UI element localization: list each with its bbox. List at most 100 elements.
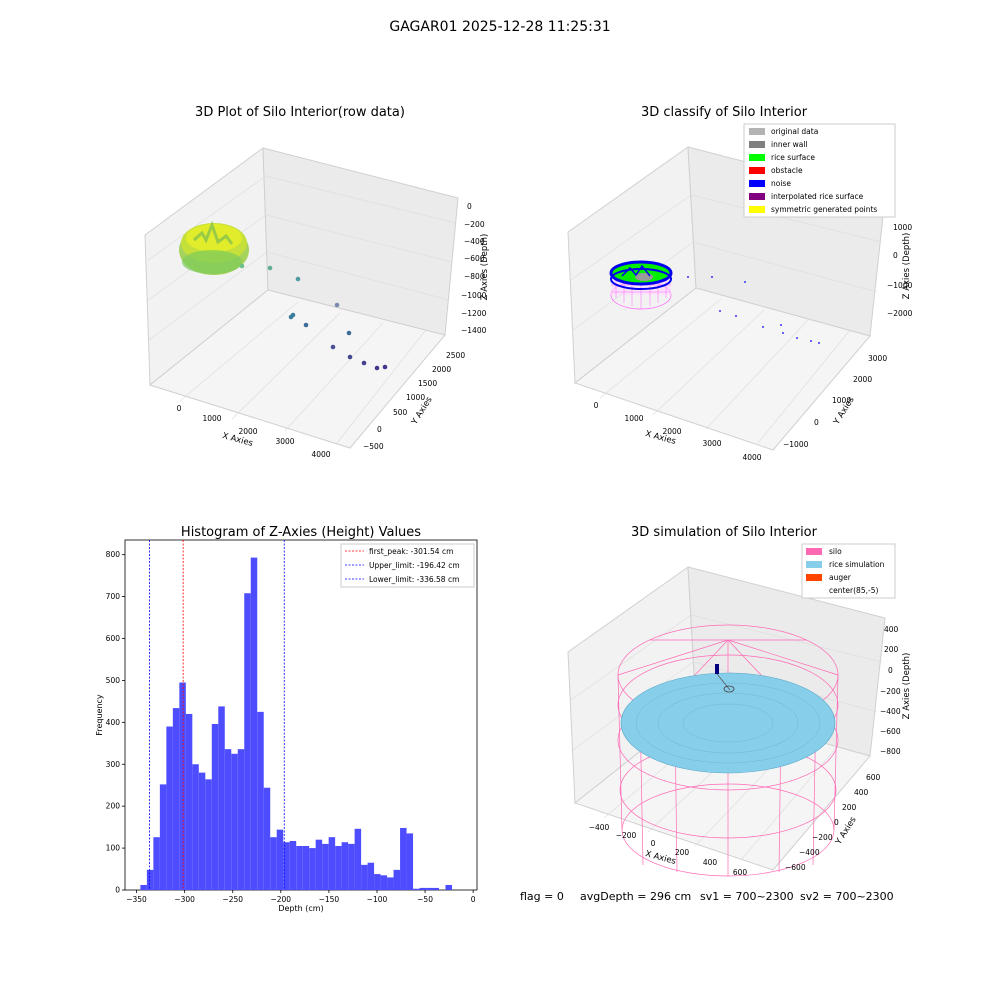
p4-xtick: 400 — [703, 858, 718, 867]
p2-legend-entry: symmetric generated points — [749, 205, 877, 214]
hist-bar — [224, 749, 232, 890]
p4-zlabel: Z Axies (Depth) — [902, 653, 912, 720]
p2-legend-entry: obstacle — [749, 166, 803, 175]
p1-ztick: −1400 — [461, 326, 487, 335]
footer-flag: flag = 0 — [520, 890, 564, 903]
p1-ztick: −800 — [464, 272, 485, 281]
hist-bar — [380, 875, 388, 890]
hist-bar — [413, 888, 420, 890]
p4-ztick: 0 — [888, 666, 893, 675]
p4-ytick: 0 — [834, 818, 839, 827]
p4-ytick: 400 — [854, 788, 869, 797]
hist-xtick-label: −150 — [319, 895, 340, 904]
panel2-silo — [609, 260, 673, 310]
panel1-rice-blob — [179, 220, 249, 275]
panel1-x-ticks: 0 1000 2000 3000 4000 — [177, 404, 331, 459]
panel-classify-3d: 3D classify of Silo Interior — [567, 105, 913, 462]
hist-bar — [192, 764, 199, 890]
hist-bar — [406, 833, 414, 890]
hist-bar — [361, 864, 368, 890]
p4-ztick: −600 — [880, 727, 901, 736]
p1-ytick: 500 — [393, 408, 408, 417]
hist-bar — [146, 869, 154, 890]
p2-legend-entry: original data — [749, 127, 818, 136]
p1-xtick: 4000 — [311, 450, 330, 459]
hist-xtick-label: −300 — [174, 895, 195, 904]
p4-legend-label: rice simulation — [829, 560, 885, 569]
hist-ytick-label: 800 — [106, 550, 121, 559]
hist-bars — [140, 557, 452, 890]
p4-legend-label: center(85,-5) — [829, 586, 878, 595]
p2-legend-label: inner wall — [771, 140, 808, 149]
p1-xtick: 2000 — [238, 427, 257, 436]
hist-legend-entry: Upper_limit: -196.42 cm — [345, 561, 460, 570]
p2-ztick: −2000 — [887, 309, 913, 318]
hist-bar — [445, 884, 452, 890]
hist-bar — [250, 557, 258, 890]
p4-ztick: −200 — [880, 687, 901, 696]
hist-bar — [276, 829, 284, 890]
hist-bar — [185, 713, 193, 890]
p1-ytick: 2500 — [446, 351, 465, 360]
p4-ytick: −600 — [785, 863, 806, 872]
hist-xtick-label: −200 — [270, 895, 291, 904]
p4-legend-entry: center(85,-5) — [829, 586, 878, 595]
hist-bar — [153, 837, 160, 890]
panel4-auger — [715, 664, 735, 693]
footer-sv1: sv1 = 700~2300 — [700, 890, 794, 903]
hist-bar — [166, 726, 173, 890]
hist-ytick-label: 300 — [106, 760, 121, 769]
p2-xtick: 0 — [594, 401, 599, 410]
hist-bar — [341, 842, 349, 890]
panel1-axes-box — [144, 147, 459, 449]
hist-bar — [426, 887, 433, 890]
p2-legend-label: obstacle — [771, 166, 803, 175]
p1-ztick: −400 — [464, 237, 485, 246]
hist-bar — [179, 682, 186, 890]
hist-bar — [400, 827, 407, 890]
panel3-title: Histogram of Z-Axies (Height) Values — [181, 525, 421, 540]
p2-xtick: 1000 — [624, 414, 643, 423]
p2-legend-entry: interpolated rice surface — [749, 192, 864, 201]
hist-x-ticks: −350 −300 −250 −200 −150 −100 −50 0 — [126, 890, 476, 904]
hist-bar — [218, 706, 225, 890]
footer-status: flag = 0 avgDepth = 296 cm sv1 = 700~230… — [520, 890, 894, 903]
panel4-z-ticks: 400 200 0 −200 −400 −600 −800 — [880, 625, 901, 756]
hist-ytick-label: 600 — [106, 634, 121, 643]
hist-bar — [237, 749, 245, 890]
panel2-legend: original data inner wall rice surface ob… — [743, 123, 896, 218]
p4-ztick: 400 — [884, 625, 899, 634]
p2-xtick: 3000 — [702, 439, 721, 448]
p4-ztick: −400 — [880, 707, 901, 716]
p1-xtick: 1000 — [202, 414, 221, 423]
p1-ztick: −600 — [464, 254, 485, 263]
panel4-rice-surface — [620, 672, 836, 774]
hist-xlabel: Depth (cm) — [278, 904, 323, 913]
hist-bar — [387, 877, 394, 890]
p4-ytick: −200 — [812, 833, 833, 842]
hist-bar — [211, 724, 219, 890]
figure-suptitle: GAGAR01 2025-12-28 11:25:31 — [389, 19, 610, 35]
p4-xtick: 0 — [651, 839, 656, 848]
p1-zlabel: Z Axies (Depth) — [480, 234, 490, 301]
p2-legend-entry: inner wall — [749, 140, 808, 149]
hist-bar — [263, 787, 271, 890]
p2-legend-label: symmetric generated points — [771, 205, 877, 214]
hist-bar — [198, 772, 206, 890]
panel-histogram: Histogram of Z-Axies (Height) Values −35… — [95, 525, 478, 913]
panel2-axes-box — [567, 146, 886, 451]
p1-xtick: 0 — [177, 404, 182, 413]
p4-ztick: −800 — [880, 747, 901, 756]
p2-legend-label: interpolated rice surface — [771, 192, 864, 201]
p4-xtick: −400 — [589, 823, 610, 832]
panel2-y-ticks: −1000 0 1000 2000 3000 — [783, 354, 887, 449]
p2-ytick: 3000 — [868, 354, 887, 363]
p2-zlabel: Z Axies (Depth) — [902, 233, 912, 300]
hist-bar — [270, 837, 277, 890]
p2-legend-label: rice surface — [771, 153, 815, 162]
hist-bar — [296, 845, 303, 890]
panel2-z-ticks: 1000 0 −1000 −2000 — [887, 223, 913, 318]
hist-ylabel: Frequency — [95, 694, 104, 736]
p2-ztick: 1000 — [893, 223, 912, 232]
hist-legend-label: first_peak: -301.54 cm — [369, 547, 453, 556]
